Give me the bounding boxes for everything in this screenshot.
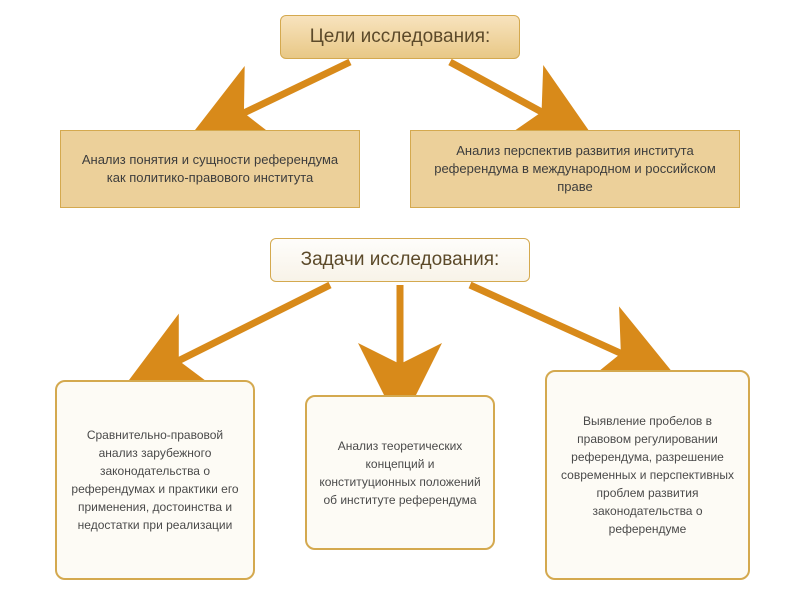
task-text-2: Анализ теоретических концепций и констит…	[317, 437, 483, 509]
task-text-3: Выявление пробелов в правовом регулирова…	[557, 412, 738, 538]
task-box-2: Анализ теоретических концепций и констит…	[305, 395, 495, 550]
task-box-1: Сравнительно-правовой анализ зарубежного…	[55, 380, 255, 580]
task-text-1: Сравнительно-правовой анализ зарубежного…	[67, 426, 243, 534]
task-box-3: Выявление пробелов в правовом регулирова…	[545, 370, 750, 580]
